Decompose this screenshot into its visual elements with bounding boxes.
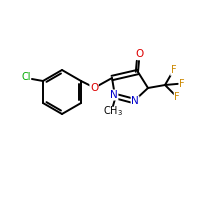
Text: N: N	[110, 90, 118, 100]
Text: N: N	[131, 96, 139, 106]
Text: O: O	[90, 83, 98, 93]
Text: F: F	[174, 92, 180, 102]
Text: F: F	[171, 65, 176, 75]
Text: CH$_3$: CH$_3$	[103, 104, 123, 118]
Text: F: F	[179, 79, 185, 89]
Text: Cl: Cl	[21, 72, 31, 82]
Text: O: O	[135, 49, 143, 59]
